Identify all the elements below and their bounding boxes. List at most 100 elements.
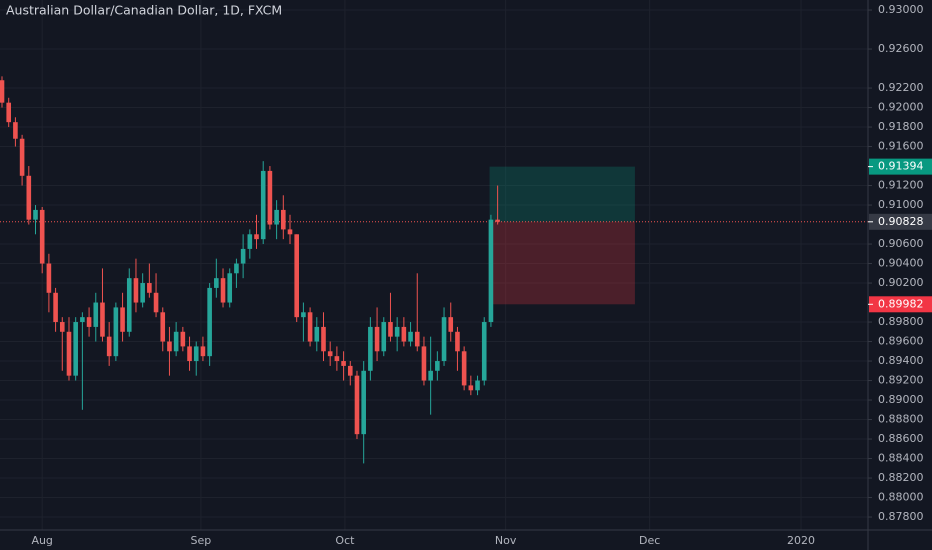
candle-body	[173, 331, 179, 352]
candle-body	[26, 175, 32, 220]
x-tick-label: Dec	[639, 534, 660, 547]
last-price-label-box	[869, 213, 932, 230]
y-tick-label: 0.90200	[878, 276, 924, 289]
candle-body	[200, 346, 206, 357]
candle-body	[441, 317, 447, 362]
y-tick-label: 0.93000	[878, 3, 924, 16]
candle-body	[287, 229, 293, 235]
candle-body	[475, 380, 480, 391]
candle-body	[274, 209, 279, 225]
candle-body	[120, 307, 125, 332]
candle-body	[220, 278, 226, 303]
candle-body	[100, 302, 105, 337]
target-price-label-box	[869, 158, 932, 175]
y-tick-label: 0.92200	[878, 81, 924, 94]
candle-body	[495, 219, 500, 222]
candle-body	[294, 234, 300, 318]
drawings	[0, 166, 868, 305]
candle-body	[153, 292, 159, 313]
y-tick-label: 0.90400	[878, 257, 924, 270]
y-tick-label: 0.91600	[878, 140, 924, 153]
chart-title: Australian Dollar/Canadian Dollar, 1D, F…	[6, 3, 282, 18]
candle-body	[347, 365, 353, 376]
y-tick-label: 0.89800	[878, 315, 924, 328]
y-tick-label: 0.89600	[878, 335, 924, 348]
candle-body	[368, 326, 373, 371]
candle-body	[106, 336, 112, 357]
candle-body	[254, 234, 259, 240]
y-tick-label: 0.89200	[878, 374, 924, 387]
candle-body	[414, 331, 420, 347]
candle-body	[126, 278, 132, 332]
candle-body	[167, 341, 172, 352]
x-tick-label: Sep	[191, 534, 212, 547]
stop-price-label: 0.89982	[878, 297, 924, 310]
candle-body	[113, 307, 119, 357]
candle-body	[388, 322, 393, 337]
candle-body	[408, 331, 413, 342]
candle-body	[240, 248, 246, 264]
candle-body	[435, 361, 440, 371]
stop-price-label-box	[869, 296, 932, 313]
candle-body	[334, 356, 340, 362]
candle-body	[374, 326, 380, 352]
y-tick-label: 0.89400	[878, 354, 924, 367]
candle-body	[33, 209, 38, 220]
target-price-label: 0.91394	[878, 160, 924, 173]
candle-body	[448, 317, 454, 332]
y-tick-label: 0.87800	[878, 510, 924, 523]
candle-body	[381, 322, 387, 352]
x-tick-label: Aug	[31, 534, 52, 547]
candle-body	[147, 283, 152, 293]
y-tick-label: 0.91000	[878, 198, 924, 211]
candle-body	[187, 346, 192, 362]
candle-body	[354, 375, 360, 435]
candle-body	[66, 331, 72, 376]
stop-zone	[489, 221, 635, 305]
y-tick-label: 0.89000	[878, 393, 924, 406]
candle-body	[301, 312, 306, 318]
y-tick-label: 0.92600	[878, 42, 924, 55]
candle-body	[314, 326, 320, 342]
candle-body	[160, 312, 166, 342]
candle-body	[481, 322, 487, 381]
candle-body	[86, 317, 92, 327]
candle-body	[281, 209, 286, 230]
y-tick-label: 0.88400	[878, 452, 924, 465]
candle-body	[455, 331, 460, 352]
candle-body	[73, 322, 78, 376]
y-tick-label: 0.91200	[878, 179, 924, 192]
grid	[0, 0, 868, 530]
candle-body	[227, 273, 233, 303]
candle-body	[39, 209, 45, 264]
candle-body	[327, 351, 333, 357]
y-tick-label: 0.88600	[878, 432, 924, 445]
candle-body	[59, 322, 65, 332]
y-tick-label: 0.88000	[878, 491, 924, 504]
y-tick-label: 0.88800	[878, 413, 924, 426]
candle-body	[234, 263, 239, 274]
candle-body	[307, 312, 313, 342]
candle-body	[140, 283, 145, 303]
candles	[0, 76, 500, 464]
candle-body	[321, 326, 326, 352]
candle-body	[361, 370, 366, 435]
candle-body	[19, 138, 25, 176]
x-tick-label: 2020	[787, 534, 815, 547]
last-price-label: 0.90828	[878, 215, 924, 228]
candle-body	[468, 385, 474, 391]
axes: 0.93000 0.92600 0.92200 0.92000 0.91800 0.916…	[31, 3, 932, 547]
candle-body	[428, 370, 433, 381]
candle-body	[267, 170, 273, 225]
y-tick-label: 0.90600	[878, 237, 924, 250]
candle-body	[260, 170, 266, 240]
candle-body	[13, 122, 18, 139]
candle-body	[214, 278, 219, 288]
candle-body	[6, 102, 12, 123]
x-tick-label: Nov	[495, 534, 517, 547]
candle-body	[46, 263, 52, 293]
candle-body	[421, 346, 427, 381]
